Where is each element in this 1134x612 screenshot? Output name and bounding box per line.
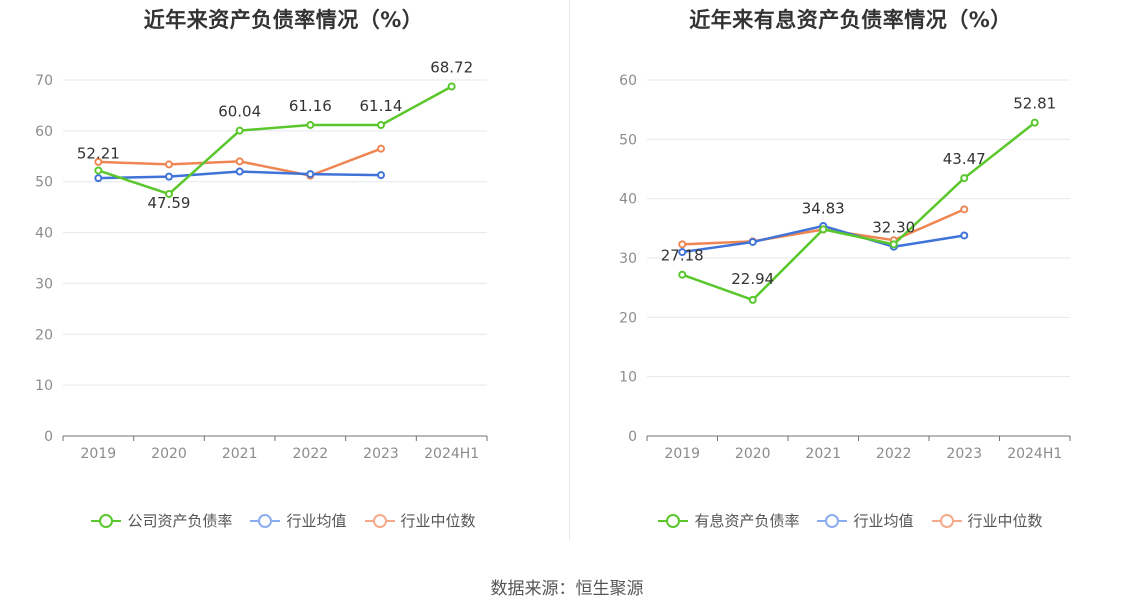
data-label: 27.18 — [661, 247, 704, 265]
y-tick-label: 30 — [35, 276, 53, 292]
data-label: 61.16 — [289, 97, 332, 115]
data-point — [94, 174, 103, 183]
right-chart-panel: 近年来有息资产负债率情况（%） 0 10 20 30 40 50 60 2019 2020 202… — [567, 0, 1134, 560]
legend-item-industry-median[interactable]: 行业中位数 — [364, 510, 476, 531]
y-tick-label: 0 — [628, 429, 637, 445]
y-tick-label: 50 — [35, 175, 53, 191]
data-point — [377, 121, 385, 130]
series-line-0 — [97, 85, 453, 196]
data-point — [819, 225, 828, 234]
data-point — [889, 240, 898, 249]
data-point — [94, 157, 103, 166]
y-tick-label: 40 — [35, 226, 53, 242]
legend-marker-icon — [91, 513, 122, 529]
data-point — [94, 166, 103, 175]
x-tick-label: 2022 — [293, 446, 329, 462]
data-point — [165, 189, 173, 198]
chart-title: 近年来有息资产负债率情况（%） — [689, 8, 1012, 32]
y-tick-label: 30 — [619, 251, 637, 267]
data-point — [377, 171, 385, 180]
y-tick-label: 60 — [35, 124, 53, 140]
data-point — [165, 172, 173, 181]
data-point — [235, 157, 244, 166]
data-source: 数据来源：恒生聚源 — [490, 579, 644, 599]
panel-divider — [569, 0, 570, 540]
x-tick-label: 2022 — [876, 446, 912, 462]
x-tick-label: 2024H1 — [1007, 446, 1062, 462]
series-line-0 — [681, 121, 1036, 302]
data-label: 43.47 — [943, 150, 986, 168]
data-label: 52.21 — [77, 144, 120, 162]
legend-marker-icon — [250, 513, 281, 529]
data-point — [235, 126, 244, 135]
data-label: 22.94 — [731, 270, 774, 288]
y-tick-label: 0 — [44, 429, 53, 445]
data-point — [1030, 118, 1039, 127]
data-point — [235, 167, 244, 176]
data-point — [678, 240, 687, 249]
data-label: 52.81 — [1013, 95, 1056, 113]
y-tick-label: 10 — [35, 378, 53, 394]
data-label: 61.14 — [360, 97, 403, 115]
x-tick-label: 2023 — [946, 446, 982, 462]
y-tick-label: 50 — [619, 132, 637, 148]
left-chart: 0 10 20 30 40 50 60 70 2019 2020 2021 2022 2023 2024H… — [35, 59, 488, 462]
data-point — [748, 237, 757, 246]
data-point — [165, 160, 173, 169]
x-tick-label: 2019 — [664, 446, 700, 462]
x-tick-label: 2021 — [805, 446, 841, 462]
legend-label: 行业中位数 — [967, 512, 1043, 530]
data-point — [678, 248, 687, 257]
legend-label: 行业均值 — [853, 512, 914, 530]
legend-item-industry-mean[interactable]: 行业均值 — [817, 510, 914, 531]
legend-label: 有息资产负债率 — [694, 512, 800, 530]
legend-marker-icon — [817, 513, 848, 529]
data-point — [960, 231, 969, 240]
x-tick-label: 2020 — [151, 446, 187, 462]
data-label: 34.83 — [802, 199, 845, 217]
x-tick-label: 2019 — [81, 446, 117, 462]
y-tick-label: 10 — [619, 370, 637, 386]
legend: 公司资产负债率 行业均值 行业中位数 — [0, 510, 567, 531]
data-label: 60.04 — [218, 103, 261, 121]
legend-label: 行业中位数 — [400, 512, 476, 530]
data-point — [960, 205, 969, 214]
y-tick-label: 70 — [35, 73, 53, 89]
legend-marker-icon — [658, 513, 689, 529]
data-point — [678, 270, 687, 279]
legend-marker-icon — [931, 513, 962, 529]
y-tick-label: 20 — [35, 327, 53, 343]
x-tick-label: 2021 — [222, 446, 258, 462]
legend: 有息资产负债率 行业均值 行业中位数 — [567, 510, 1134, 531]
data-label: 47.59 — [148, 194, 191, 212]
data-point — [306, 120, 315, 129]
data-point — [447, 82, 456, 91]
legend-item-industry-median[interactable]: 行业中位数 — [931, 510, 1043, 531]
legend-item-company[interactable]: 有息资产负债率 — [658, 510, 799, 531]
x-tick-label: 2020 — [735, 446, 771, 462]
right-chart: 0 10 20 30 40 50 60 2019 2020 2021 2022 2023 2024H1 2… — [619, 73, 1071, 462]
data-point — [748, 295, 757, 304]
x-tick-label: 2023 — [363, 446, 399, 462]
y-tick-label: 20 — [619, 310, 637, 326]
x-tick-label: 2024H1 — [424, 446, 479, 462]
legend-item-industry-mean[interactable]: 行业均值 — [250, 510, 347, 531]
left-chart-panel: 近年来资产负债率情况（%） 0 10 20 30 40 50 60 70 2019 2020 202… — [0, 0, 567, 560]
data-label: 32.30 — [872, 218, 915, 236]
legend-marker-icon — [364, 513, 395, 529]
y-tick-label: 40 — [619, 192, 637, 208]
legend-label: 行业均值 — [286, 512, 347, 530]
y-tick-label: 60 — [619, 73, 637, 89]
legend-label: 公司资产负债率 — [127, 512, 233, 530]
data-point — [960, 174, 969, 183]
data-point — [306, 170, 315, 179]
data-label: 68.72 — [430, 59, 473, 77]
data-point — [377, 144, 385, 153]
legend-item-company[interactable]: 公司资产负债率 — [91, 510, 232, 531]
chart-title: 近年来资产负债率情况（%） — [143, 8, 424, 32]
